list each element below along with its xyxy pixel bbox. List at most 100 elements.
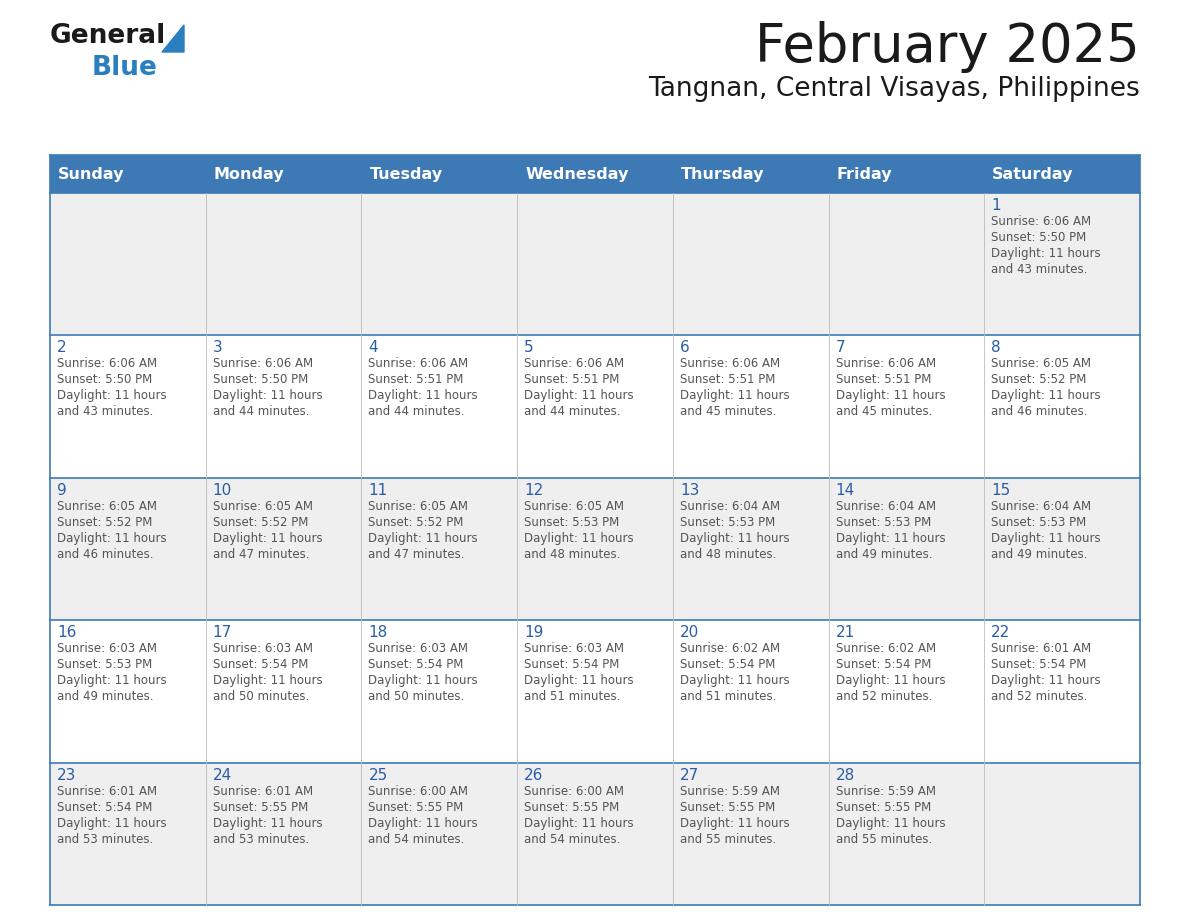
Text: 7: 7 (835, 341, 845, 355)
Text: Sunset: 5:54 PM: Sunset: 5:54 PM (213, 658, 308, 671)
Text: Wednesday: Wednesday (525, 166, 628, 182)
Text: Daylight: 11 hours: Daylight: 11 hours (368, 389, 478, 402)
Text: and 55 minutes.: and 55 minutes. (680, 833, 776, 845)
Text: Daylight: 11 hours: Daylight: 11 hours (524, 817, 633, 830)
Text: and 46 minutes.: and 46 minutes. (57, 548, 153, 561)
Text: Friday: Friday (836, 166, 892, 182)
Text: and 50 minutes.: and 50 minutes. (368, 690, 465, 703)
Text: Sunset: 5:55 PM: Sunset: 5:55 PM (524, 800, 619, 813)
Text: and 43 minutes.: and 43 minutes. (57, 406, 153, 419)
Text: and 46 minutes.: and 46 minutes. (991, 406, 1088, 419)
Text: Sunday: Sunday (58, 166, 125, 182)
Text: Monday: Monday (214, 166, 284, 182)
Text: Sunset: 5:55 PM: Sunset: 5:55 PM (368, 800, 463, 813)
Text: Sunset: 5:50 PM: Sunset: 5:50 PM (213, 374, 308, 386)
Text: Sunset: 5:54 PM: Sunset: 5:54 PM (524, 658, 619, 671)
Text: Sunrise: 6:05 AM: Sunrise: 6:05 AM (524, 499, 624, 513)
Text: Sunrise: 6:03 AM: Sunrise: 6:03 AM (213, 643, 312, 655)
Text: Daylight: 11 hours: Daylight: 11 hours (368, 817, 478, 830)
Text: Daylight: 11 hours: Daylight: 11 hours (368, 674, 478, 688)
Text: Sunrise: 6:04 AM: Sunrise: 6:04 AM (680, 499, 781, 513)
Text: Sunset: 5:51 PM: Sunset: 5:51 PM (835, 374, 931, 386)
Text: Sunset: 5:52 PM: Sunset: 5:52 PM (57, 516, 152, 529)
Text: and 45 minutes.: and 45 minutes. (835, 406, 931, 419)
Text: Sunrise: 6:04 AM: Sunrise: 6:04 AM (835, 499, 936, 513)
Bar (50, 193, 1140, 335)
Text: Sunset: 5:55 PM: Sunset: 5:55 PM (213, 800, 308, 813)
Text: Daylight: 11 hours: Daylight: 11 hours (213, 817, 322, 830)
Bar (50, 477, 1140, 621)
Text: 23: 23 (57, 767, 76, 783)
Text: Daylight: 11 hours: Daylight: 11 hours (835, 532, 946, 544)
Text: 17: 17 (213, 625, 232, 640)
Text: 11: 11 (368, 483, 387, 498)
Text: Sunset: 5:52 PM: Sunset: 5:52 PM (213, 516, 308, 529)
Text: and 48 minutes.: and 48 minutes. (680, 548, 776, 561)
Text: Sunset: 5:50 PM: Sunset: 5:50 PM (57, 374, 152, 386)
Text: Daylight: 11 hours: Daylight: 11 hours (680, 817, 790, 830)
Text: Sunrise: 6:02 AM: Sunrise: 6:02 AM (835, 643, 936, 655)
Text: Sunrise: 6:01 AM: Sunrise: 6:01 AM (991, 643, 1092, 655)
Text: and 43 minutes.: and 43 minutes. (991, 263, 1088, 276)
Text: 14: 14 (835, 483, 855, 498)
Text: and 52 minutes.: and 52 minutes. (835, 690, 931, 703)
Text: Daylight: 11 hours: Daylight: 11 hours (368, 532, 478, 544)
Text: and 49 minutes.: and 49 minutes. (57, 690, 153, 703)
Text: General: General (50, 23, 166, 49)
Text: Sunrise: 6:03 AM: Sunrise: 6:03 AM (524, 643, 624, 655)
Text: 10: 10 (213, 483, 232, 498)
Text: 3: 3 (213, 341, 222, 355)
Text: Sunrise: 6:06 AM: Sunrise: 6:06 AM (213, 357, 312, 370)
Text: 24: 24 (213, 767, 232, 783)
Text: 5: 5 (524, 341, 533, 355)
Text: Daylight: 11 hours: Daylight: 11 hours (680, 389, 790, 402)
Text: Daylight: 11 hours: Daylight: 11 hours (680, 532, 790, 544)
Text: and 54 minutes.: and 54 minutes. (368, 833, 465, 845)
Text: 19: 19 (524, 625, 544, 640)
Text: 1: 1 (991, 198, 1001, 213)
Text: 21: 21 (835, 625, 855, 640)
Text: Sunset: 5:54 PM: Sunset: 5:54 PM (680, 658, 776, 671)
Text: Daylight: 11 hours: Daylight: 11 hours (991, 532, 1101, 544)
Text: Daylight: 11 hours: Daylight: 11 hours (835, 817, 946, 830)
Text: and 49 minutes.: and 49 minutes. (835, 548, 933, 561)
Text: Sunrise: 6:02 AM: Sunrise: 6:02 AM (680, 643, 781, 655)
Text: Sunset: 5:54 PM: Sunset: 5:54 PM (57, 800, 152, 813)
Text: Sunset: 5:50 PM: Sunset: 5:50 PM (991, 231, 1087, 244)
Text: Sunset: 5:55 PM: Sunset: 5:55 PM (835, 800, 931, 813)
Bar (50, 763, 1140, 905)
Text: Daylight: 11 hours: Daylight: 11 hours (991, 247, 1101, 260)
Text: 12: 12 (524, 483, 543, 498)
Text: Sunset: 5:54 PM: Sunset: 5:54 PM (368, 658, 463, 671)
Text: Sunrise: 6:05 AM: Sunrise: 6:05 AM (368, 499, 468, 513)
Text: 26: 26 (524, 767, 544, 783)
Text: Daylight: 11 hours: Daylight: 11 hours (524, 674, 633, 688)
Text: Daylight: 11 hours: Daylight: 11 hours (57, 389, 166, 402)
Text: Blue: Blue (91, 55, 158, 81)
Text: Sunrise: 6:05 AM: Sunrise: 6:05 AM (213, 499, 312, 513)
Text: Sunrise: 6:00 AM: Sunrise: 6:00 AM (524, 785, 624, 798)
Polygon shape (162, 25, 184, 52)
Text: Sunset: 5:53 PM: Sunset: 5:53 PM (57, 658, 152, 671)
Text: and 54 minutes.: and 54 minutes. (524, 833, 620, 845)
Text: Sunrise: 6:06 AM: Sunrise: 6:06 AM (680, 357, 781, 370)
Text: and 44 minutes.: and 44 minutes. (213, 406, 309, 419)
Text: 4: 4 (368, 341, 378, 355)
Bar (50, 155, 1140, 193)
Text: Daylight: 11 hours: Daylight: 11 hours (524, 389, 633, 402)
Text: Sunrise: 6:01 AM: Sunrise: 6:01 AM (57, 785, 157, 798)
Text: Thursday: Thursday (681, 166, 764, 182)
Text: Daylight: 11 hours: Daylight: 11 hours (991, 674, 1101, 688)
Text: Sunset: 5:53 PM: Sunset: 5:53 PM (524, 516, 619, 529)
Text: Daylight: 11 hours: Daylight: 11 hours (835, 389, 946, 402)
Text: Sunrise: 6:05 AM: Sunrise: 6:05 AM (991, 357, 1092, 370)
Text: Daylight: 11 hours: Daylight: 11 hours (57, 532, 166, 544)
Text: 2: 2 (57, 341, 67, 355)
Text: Sunset: 5:53 PM: Sunset: 5:53 PM (680, 516, 775, 529)
Text: Daylight: 11 hours: Daylight: 11 hours (991, 389, 1101, 402)
Text: Sunrise: 6:01 AM: Sunrise: 6:01 AM (213, 785, 312, 798)
Text: Sunset: 5:54 PM: Sunset: 5:54 PM (835, 658, 931, 671)
Text: and 51 minutes.: and 51 minutes. (680, 690, 776, 703)
Text: and 48 minutes.: and 48 minutes. (524, 548, 620, 561)
Text: 28: 28 (835, 767, 855, 783)
